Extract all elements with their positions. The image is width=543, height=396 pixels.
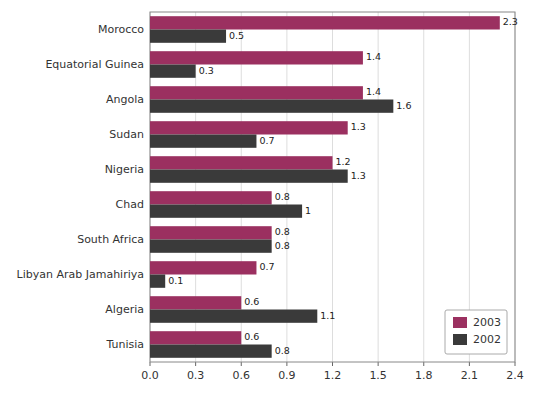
chart: 0.0 0.3 0.6 0.9 1.2 1.5 1.8 2.1 2.4 Morocco Equato…: [0, 0, 543, 396]
bar: [150, 65, 196, 78]
data-label: 0.6: [244, 296, 259, 307]
bar: [150, 170, 348, 183]
bar: [150, 51, 363, 64]
data-label: 0.8: [275, 226, 290, 237]
bar: [150, 156, 333, 169]
bar: [150, 205, 302, 218]
category-label: Algeria: [105, 303, 144, 316]
category-label: Equatorial Guinea: [45, 58, 144, 71]
legend-label: 2002: [473, 333, 501, 346]
legend: 2003 2002: [445, 310, 507, 354]
category-label: Libyan Arab Jamahiriya: [17, 268, 144, 281]
grid-line: [378, 12, 379, 362]
bar: [150, 261, 256, 274]
bar: [150, 240, 272, 253]
data-label: 0.8: [275, 345, 290, 356]
tick-mark: [150, 362, 151, 366]
category-label: South Africa: [77, 233, 144, 246]
bar: [150, 86, 363, 99]
tick-label: 1.2: [324, 369, 342, 382]
bar: [150, 135, 256, 148]
tick-mark: [423, 362, 424, 366]
data-label: 1.3: [351, 170, 366, 181]
bar: [150, 121, 348, 134]
bar: [150, 275, 165, 288]
data-label: 0.3: [199, 65, 214, 76]
tick-label: 2.1: [461, 369, 479, 382]
tick-label: 0.3: [187, 369, 205, 382]
data-label: 1.4: [366, 86, 381, 97]
bar: [150, 310, 317, 323]
tick-mark: [286, 362, 287, 366]
category-label: Chad: [116, 198, 144, 211]
category-label: Nigeria: [105, 163, 144, 176]
data-label: 1.3: [351, 121, 366, 132]
data-label: 1.1: [320, 310, 335, 321]
category-label: Sudan: [109, 128, 144, 141]
bar: [150, 16, 500, 29]
bar: [150, 30, 226, 43]
data-label: 0.7: [259, 135, 274, 146]
legend-swatch: [453, 334, 467, 345]
legend-label: 2003: [473, 316, 501, 329]
plot-frame: [150, 12, 515, 362]
bar: [150, 331, 241, 344]
data-label: 0.7: [259, 261, 274, 272]
bars: [150, 16, 500, 358]
legend-swatch: [453, 317, 467, 328]
tick-label: 0.0: [141, 369, 159, 382]
data-label: 1: [305, 205, 311, 216]
tick-mark: [378, 362, 379, 366]
grid-line: [423, 12, 424, 362]
data-label: 0.5: [229, 30, 244, 41]
data-label: 1.4: [366, 51, 381, 62]
data-labels: 2.31.41.41.31.20.80.80.70.60.60.50.31.60…: [168, 16, 518, 355]
data-label: 1.6: [396, 100, 411, 111]
tick-mark: [469, 362, 470, 366]
tick-mark: [515, 362, 516, 366]
tick-mark: [332, 362, 333, 366]
tick-label: 0.6: [233, 369, 251, 382]
bar: [150, 226, 272, 239]
tick-label: 1.5: [369, 369, 387, 382]
data-label: 0.1: [168, 275, 183, 286]
legend-box: [445, 310, 507, 354]
bar: [150, 191, 272, 204]
data-label: 2.3: [503, 16, 518, 27]
category-label: Tunisia: [105, 338, 144, 351]
tick-label: 0.9: [278, 369, 296, 382]
category-label: Morocco: [98, 23, 144, 36]
category-label: Angola: [106, 93, 144, 106]
tick-label: 2.4: [506, 369, 524, 382]
bar: [150, 345, 272, 358]
tick-mark: [195, 362, 196, 366]
bar: [150, 100, 393, 113]
bar: [150, 296, 241, 309]
tick-mark: [241, 362, 242, 366]
data-label: 0.8: [275, 191, 290, 202]
data-label: 0.6: [244, 331, 259, 342]
data-label: 0.8: [275, 240, 290, 251]
data-label: 1.2: [336, 156, 351, 167]
grid: [150, 12, 515, 362]
tick-label: 1.8: [415, 369, 433, 382]
